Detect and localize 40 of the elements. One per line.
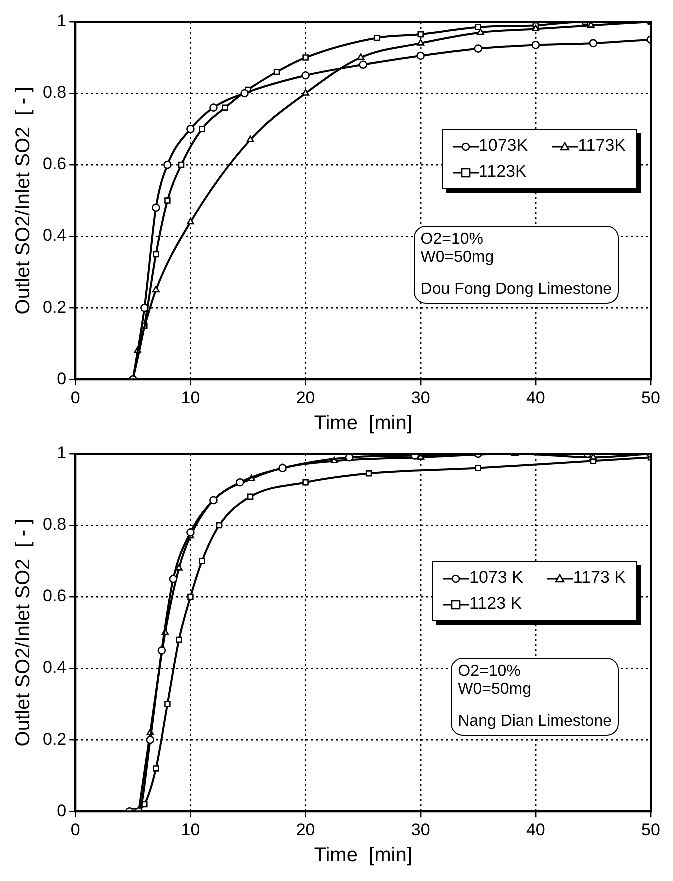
annotation: O2=10% bbox=[420, 230, 484, 249]
y-tick-label: 0.2 bbox=[42, 730, 67, 749]
y-tick-label: 0.8 bbox=[42, 83, 67, 102]
legend-label: 1073 K bbox=[468, 568, 524, 588]
x-tick-label: 40 bbox=[526, 388, 546, 408]
y-tick-label: 1 bbox=[57, 12, 67, 31]
legend-label: 1123 K bbox=[468, 594, 524, 614]
y-tick-label: 0.6 bbox=[42, 586, 67, 606]
y-tick-label: 0.2 bbox=[42, 298, 67, 317]
legend-label: 1123K bbox=[478, 162, 528, 182]
y-axis-title: Outlet SO2/Inlet SO2 [ - ] bbox=[12, 518, 35, 747]
y-tick-label: 0.4 bbox=[42, 658, 67, 678]
annotation: W0=50mg bbox=[458, 680, 532, 699]
y-tick-label: 0 bbox=[57, 369, 67, 388]
x-axis-title: Time [min] bbox=[314, 412, 412, 435]
x-tick-label: 30 bbox=[411, 388, 430, 408]
y-tick-label: 0.8 bbox=[42, 515, 67, 534]
x-tick-label: 0 bbox=[70, 388, 80, 408]
x-tick-label: 10 bbox=[181, 820, 200, 840]
x-tick-label: 50 bbox=[642, 820, 660, 840]
legend-label: 1173K bbox=[577, 136, 626, 156]
y-tick-label: 0 bbox=[57, 801, 67, 820]
x-tick-label: 50 bbox=[642, 388, 660, 408]
y-tick-label: 0.4 bbox=[42, 226, 67, 246]
x-axis-title: Time [min] bbox=[314, 844, 412, 867]
x-tick-label: 10 bbox=[181, 388, 200, 408]
y-axis-title: Outlet SO2/Inlet SO2 [ - ] bbox=[12, 86, 35, 315]
x-tick-label: 20 bbox=[296, 820, 316, 840]
annotation: Dou Fong Dong Limestone bbox=[420, 280, 612, 299]
y-tick-label: 0.6 bbox=[42, 154, 67, 174]
x-tick-label: 20 bbox=[296, 388, 316, 408]
annotation: Nang Dian Limestone bbox=[458, 712, 612, 731]
x-tick-label: 0 bbox=[70, 820, 80, 840]
x-tick-label: 30 bbox=[411, 820, 430, 840]
x-tick-label: 40 bbox=[526, 820, 546, 840]
annotation: W0=50mg bbox=[420, 248, 496, 267]
legend-label: 1173 K bbox=[572, 568, 626, 588]
y-tick-label: 1 bbox=[57, 444, 67, 463]
legend-label: 1073K bbox=[478, 136, 528, 156]
annotation: O2=10% bbox=[458, 662, 522, 681]
